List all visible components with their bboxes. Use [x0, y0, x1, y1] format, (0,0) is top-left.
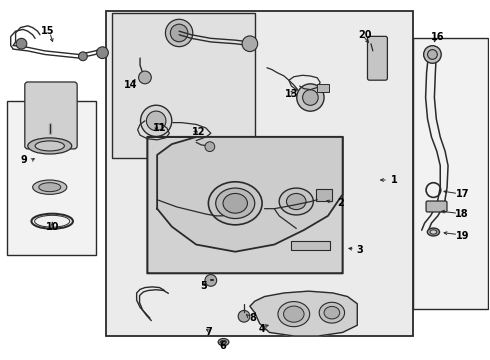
Ellipse shape: [33, 180, 67, 194]
FancyBboxPatch shape: [147, 137, 343, 273]
Ellipse shape: [324, 306, 340, 319]
FancyBboxPatch shape: [317, 84, 329, 92]
Circle shape: [16, 39, 27, 49]
Circle shape: [238, 310, 250, 322]
Ellipse shape: [28, 138, 72, 154]
Text: 2: 2: [337, 198, 343, 208]
Circle shape: [424, 46, 441, 63]
FancyBboxPatch shape: [25, 82, 77, 149]
Circle shape: [141, 105, 172, 136]
Text: 11: 11: [153, 123, 166, 133]
Text: 14: 14: [123, 80, 137, 90]
FancyBboxPatch shape: [316, 189, 332, 201]
Circle shape: [242, 36, 258, 51]
Circle shape: [171, 24, 188, 42]
FancyBboxPatch shape: [426, 201, 447, 212]
Text: 3: 3: [356, 245, 363, 255]
Circle shape: [205, 142, 215, 152]
Text: 4: 4: [259, 324, 266, 334]
Ellipse shape: [287, 193, 306, 210]
Text: 16: 16: [431, 32, 444, 41]
Ellipse shape: [216, 188, 255, 219]
Text: 17: 17: [456, 189, 469, 199]
Ellipse shape: [35, 215, 70, 227]
Circle shape: [97, 47, 108, 59]
Text: 12: 12: [192, 127, 205, 136]
Ellipse shape: [223, 193, 247, 213]
Ellipse shape: [278, 302, 310, 327]
FancyBboxPatch shape: [368, 36, 388, 80]
Ellipse shape: [427, 228, 440, 236]
Bar: [414, 39, 488, 309]
Polygon shape: [250, 291, 357, 336]
Circle shape: [205, 275, 217, 286]
Bar: [112, 13, 255, 158]
Bar: [7, 101, 96, 255]
Text: 5: 5: [200, 281, 207, 291]
Text: 19: 19: [456, 231, 469, 240]
Text: 1: 1: [391, 175, 397, 185]
Circle shape: [147, 111, 166, 131]
Circle shape: [78, 52, 87, 61]
Text: 15: 15: [41, 26, 54, 36]
Circle shape: [428, 50, 437, 59]
Text: 8: 8: [249, 313, 256, 323]
Text: 18: 18: [455, 209, 469, 219]
Ellipse shape: [35, 141, 64, 151]
Circle shape: [297, 84, 324, 111]
Text: 20: 20: [358, 30, 371, 40]
Ellipse shape: [319, 302, 344, 323]
Circle shape: [166, 19, 193, 47]
Text: 9: 9: [21, 155, 28, 165]
Text: 7: 7: [205, 327, 212, 337]
Text: 13: 13: [285, 89, 298, 99]
Ellipse shape: [218, 338, 229, 346]
Ellipse shape: [279, 188, 313, 215]
Ellipse shape: [430, 230, 437, 234]
Ellipse shape: [284, 306, 304, 322]
Bar: [106, 12, 414, 336]
Ellipse shape: [39, 183, 61, 192]
Ellipse shape: [220, 340, 226, 344]
Polygon shape: [157, 137, 343, 252]
Text: 6: 6: [220, 341, 226, 351]
Circle shape: [303, 90, 318, 105]
Circle shape: [139, 71, 151, 84]
Bar: [292, 241, 330, 250]
Text: 10: 10: [46, 222, 59, 231]
Ellipse shape: [208, 182, 262, 225]
